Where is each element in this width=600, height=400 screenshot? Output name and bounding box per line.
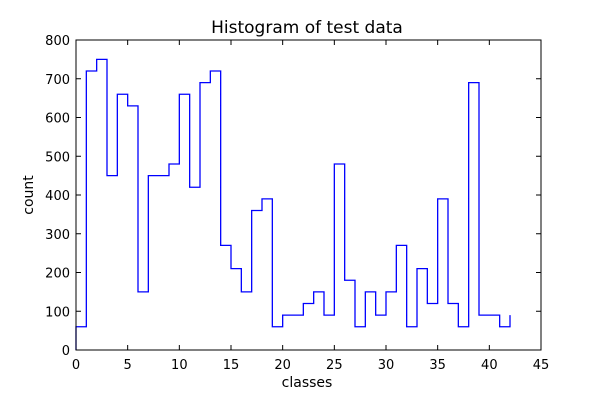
histogram-bin <box>231 269 241 350</box>
histogram-bin <box>97 59 107 350</box>
histogram-bin <box>210 71 220 350</box>
histogram-bin <box>417 269 427 350</box>
y-tick-label: 100 <box>45 305 70 320</box>
histogram-bin <box>458 327 468 350</box>
histogram-bin <box>386 292 396 350</box>
x-tick-label: 25 <box>326 358 343 373</box>
histogram-bin <box>221 245 231 350</box>
x-tick-label: 0 <box>72 358 80 373</box>
y-axis: 0 100 200 300 400 500 600 700 800 <box>45 34 541 359</box>
histogram-bin <box>365 292 375 350</box>
histogram-bin <box>148 176 158 350</box>
histogram-bin <box>345 280 355 350</box>
x-tick-label: 20 <box>274 358 291 373</box>
histogram-bin <box>376 315 386 350</box>
histogram-bin <box>76 327 86 350</box>
histogram-bin <box>334 164 344 350</box>
histogram-bin <box>252 211 262 351</box>
y-axis-label: count <box>21 175 37 215</box>
histogram-outline <box>75 58 511 350</box>
histogram-bin <box>159 176 169 350</box>
histogram-bin <box>324 315 334 350</box>
histogram-bin <box>500 327 510 350</box>
x-axis-label: classes <box>282 375 333 391</box>
histogram-bin <box>190 187 200 350</box>
histogram-bin <box>303 304 313 351</box>
histogram-bin <box>283 315 293 350</box>
histogram-bin <box>479 315 489 350</box>
y-tick-label: 800 <box>45 34 70 49</box>
histogram-bin <box>179 94 189 350</box>
histogram-bin <box>448 304 458 351</box>
histogram-bin <box>489 315 499 350</box>
histogram-bin <box>407 327 417 350</box>
x-tick-label: 30 <box>378 358 395 373</box>
x-tick-label: 15 <box>223 358 240 373</box>
y-tick-label: 300 <box>45 228 70 243</box>
y-tick-label: 400 <box>45 189 70 204</box>
histogram-bin <box>200 83 210 350</box>
histogram-bin <box>396 245 406 350</box>
histogram-bin <box>117 94 127 350</box>
histogram-bin <box>138 292 148 350</box>
chart-title: Histogram of test data <box>211 18 403 38</box>
histogram-bin <box>438 199 448 350</box>
x-tick-label: 10 <box>171 358 188 373</box>
x-tick-label: 40 <box>481 358 498 373</box>
y-tick-label: 500 <box>45 150 70 165</box>
histogram-bin <box>427 304 437 351</box>
histogram-bin <box>262 199 272 350</box>
plot-area <box>75 58 511 351</box>
histogram-bin <box>355 327 365 350</box>
histogram-bin <box>169 164 179 350</box>
y-tick-label: 0 <box>62 344 70 359</box>
x-tick-label: 35 <box>429 358 446 373</box>
histogram-bin <box>272 327 282 350</box>
histogram-bin <box>314 292 324 350</box>
histogram-bin <box>241 292 251 350</box>
histogram-bin <box>86 71 96 350</box>
y-tick-label: 200 <box>45 267 70 282</box>
y-tick-label: 600 <box>45 112 70 127</box>
histogram-bin <box>293 315 303 350</box>
x-axis: 0 5 10 15 20 25 30 35 40 45 <box>72 40 549 373</box>
histogram-bin <box>128 106 138 350</box>
y-tick-label: 700 <box>45 73 70 88</box>
x-tick-label: 5 <box>124 358 132 373</box>
histogram-bin <box>107 176 117 350</box>
histogram-bin <box>469 83 479 350</box>
x-tick-label: 45 <box>533 358 550 373</box>
